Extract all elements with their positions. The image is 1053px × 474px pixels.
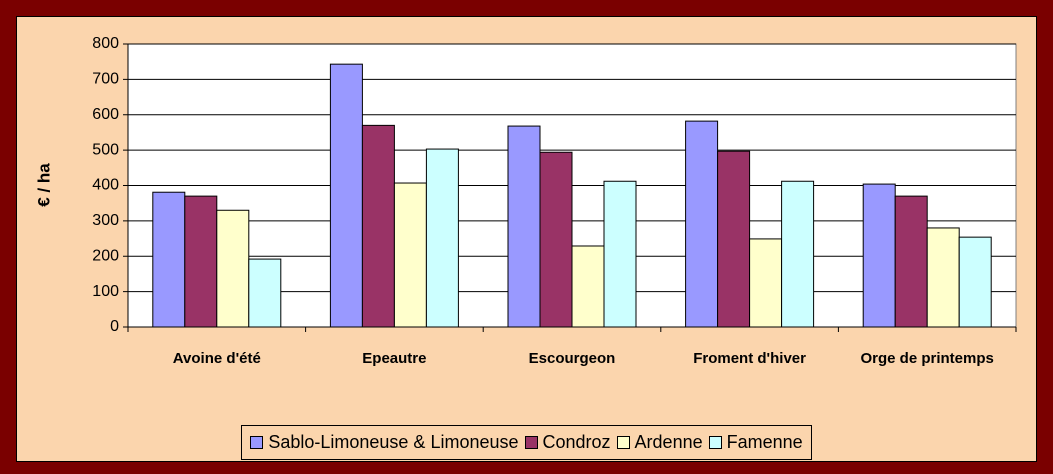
bar (184, 195, 218, 328)
bar (539, 151, 573, 328)
x-tick-label-box: Epeautre (362, 350, 427, 367)
legend-label: Condroz (542, 432, 611, 452)
bar (781, 180, 815, 328)
bar (248, 258, 282, 328)
bar (958, 236, 992, 328)
bar (894, 195, 928, 328)
x-tick-label: Avoine d'été (172, 350, 261, 367)
bar (717, 150, 751, 328)
y-tick-label: 700 (92, 71, 119, 88)
x-tick-label: Orge de printemps (860, 350, 994, 367)
bar (571, 245, 605, 328)
x-tick-label-box: Avoine d'été (172, 350, 261, 367)
bar (152, 191, 186, 328)
bar (361, 124, 395, 328)
legend: Sablo-Limoneuse & Limoneuse Condroz Ardenn… (0, 425, 1053, 460)
bar (862, 183, 896, 328)
bar (603, 180, 637, 328)
x-tick-label-box: Orge de printemps (860, 350, 994, 367)
legend-box: Sablo-Limoneuse & Limoneuse Condroz Ardenn… (241, 425, 812, 460)
y-tick-label: 800 (92, 35, 119, 52)
y-tick-label: 100 (92, 283, 119, 300)
bar (216, 209, 250, 328)
bar (329, 63, 363, 328)
x-tick-label: Froment d'hiver (693, 350, 806, 367)
x-tick-label: Epeautre (362, 350, 427, 367)
y-tick-label: 600 (92, 106, 119, 123)
legend-item: Ardenne (616, 432, 703, 453)
y-axis-label: € / ha (34, 163, 53, 207)
legend-swatch (524, 436, 538, 449)
bar (685, 120, 719, 328)
legend-item: Famenne (708, 432, 803, 453)
bar (507, 125, 541, 328)
y-tick-label: 500 (92, 141, 119, 158)
y-tick-label: 0 (110, 318, 119, 335)
legend-swatch (616, 436, 630, 449)
y-tick-label: 300 (92, 212, 119, 229)
legend-label: Sablo-Limoneuse & Limoneuse (268, 432, 519, 452)
legend-label: Famenne (726, 432, 803, 452)
legend-label: Ardenne (634, 432, 703, 452)
bar (749, 238, 783, 328)
legend-swatch (250, 436, 264, 449)
legend-swatch (708, 436, 722, 449)
bar (393, 182, 427, 328)
y-tick-label: 200 (92, 247, 119, 264)
legend-item: Condroz (524, 432, 611, 453)
x-tick-label: Escourgeon (528, 350, 616, 367)
bar (425, 148, 459, 328)
y-tick-label: 400 (92, 177, 119, 194)
bar (926, 227, 960, 328)
x-tick-label-box: Froment d'hiver (693, 350, 806, 367)
legend-item: Sablo-Limoneuse & Limoneuse (250, 432, 519, 453)
x-tick-label-box: Escourgeon (528, 350, 616, 367)
